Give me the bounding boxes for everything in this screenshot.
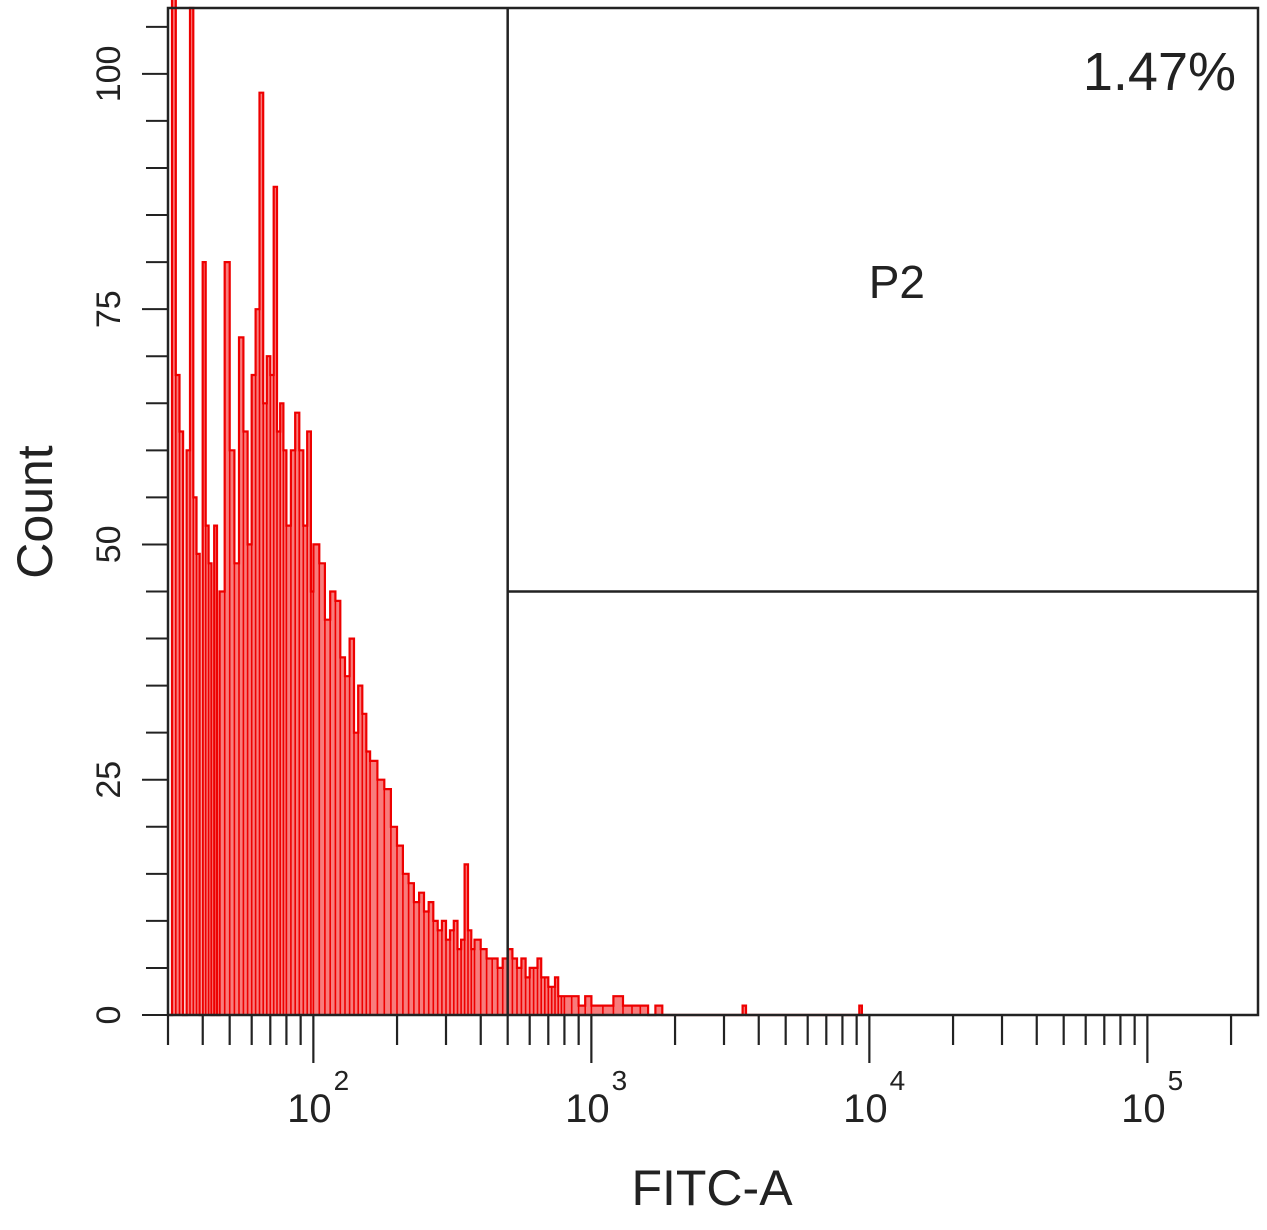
y-tick-label: 0 xyxy=(90,1006,128,1025)
x-tick-label-exponent: 5 xyxy=(1168,1065,1184,1096)
y-tick-label: 100 xyxy=(90,46,128,103)
y-axis: 0 25 50 75 100 xyxy=(90,25,168,1025)
histogram-fill xyxy=(168,0,864,1015)
x-axis-label: FITC-A xyxy=(631,1160,793,1216)
x-tick-label: 105 xyxy=(1121,1065,1183,1131)
histogram-layer xyxy=(168,0,864,1017)
x-tick-label-base: 10 xyxy=(287,1087,332,1131)
x-tick-label: 103 xyxy=(565,1065,627,1131)
gate-p2: P2 1.47% xyxy=(506,8,1258,1015)
gate-percent-label: 1.47% xyxy=(1083,42,1236,102)
y-tick-label: 50 xyxy=(90,525,128,563)
x-tick-label: 104 xyxy=(843,1065,905,1131)
x-tick-label-exponent: 3 xyxy=(612,1065,628,1096)
x-tick-label-base: 10 xyxy=(565,1087,610,1131)
y-tick-label: 75 xyxy=(90,290,128,328)
y-axis-label: Count xyxy=(7,445,63,579)
gate-name-label: P2 xyxy=(869,256,925,308)
plot-frame xyxy=(166,6,1260,1017)
x-tick-label-exponent: 2 xyxy=(334,1065,350,1096)
x-tick-label-base: 10 xyxy=(843,1087,888,1131)
x-tick-label-exponent: 4 xyxy=(890,1065,906,1096)
x-tick-label: 102 xyxy=(287,1065,349,1131)
y-tick-label: 25 xyxy=(90,761,128,799)
x-tick-label-base: 10 xyxy=(1121,1087,1166,1131)
